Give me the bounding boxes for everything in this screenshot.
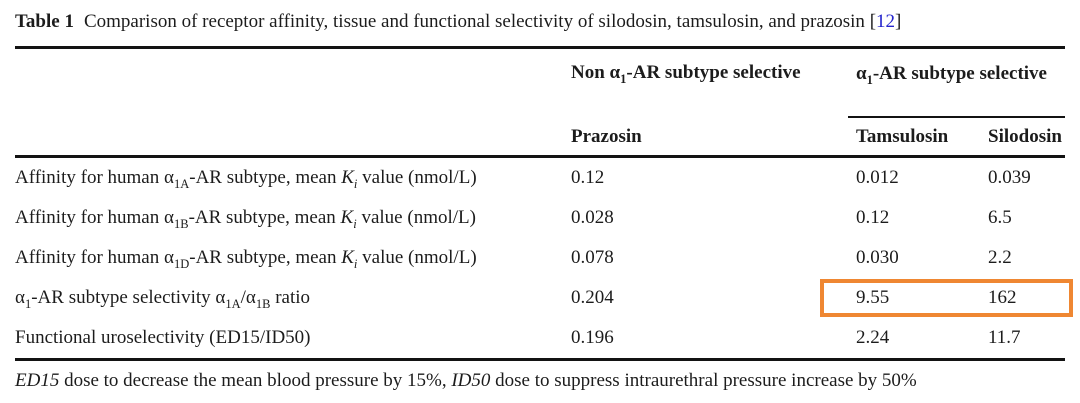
- group-header-selective: α1-AR subtype selective: [848, 49, 1065, 118]
- table-bottom-rule: [15, 358, 1065, 361]
- table-caption-text: Comparison of receptor affinity, tissue …: [83, 11, 865, 32]
- data-table: Non α1-AR subtype selective α1-AR subtyp…: [15, 46, 1065, 358]
- cell-tamsulosin: 0.12: [856, 207, 890, 228]
- cell-silodosin: 0.039: [988, 167, 1031, 188]
- table-row: Affinity for human α1A-AR subtype, mean …: [15, 158, 1065, 198]
- column-header-tamsulosin: Tamsulosin: [856, 125, 949, 147]
- row-label: Functional uroselectivity (ED15/ID50): [15, 327, 311, 348]
- cell-prazosin: 0.204: [571, 287, 614, 308]
- cell-prazosin: 0.12: [571, 167, 605, 188]
- citation-bracket-open: [: [869, 11, 877, 32]
- cell-prazosin: 0.028: [571, 207, 614, 228]
- cell-prazosin: 0.078: [571, 247, 614, 268]
- cell-silodosin: 11.7: [988, 327, 1021, 348]
- group-header-spacer: [15, 49, 565, 118]
- group-header-non-selective: Non α1-AR subtype selective: [571, 62, 801, 86]
- table-footnote: ED15 dose to decrease the mean blood pre…: [15, 370, 917, 391]
- row-label: Affinity for human α1A-AR subtype, mean …: [15, 167, 477, 191]
- table-top-rule: [15, 46, 1065, 49]
- citation-ref[interactable]: [12]: [870, 11, 902, 32]
- citation-bracket-close: ]: [895, 11, 902, 32]
- column-group-header-row: Non α1-AR subtype selective α1-AR subtyp…: [15, 49, 1065, 118]
- cell-prazosin: 0.196: [571, 327, 614, 348]
- cell-tamsulosin: 0.012: [856, 167, 899, 188]
- row-label: α1-AR subtype selectivity α1A/α1B ratio: [15, 287, 311, 311]
- citation-number[interactable]: 12: [876, 11, 896, 32]
- cell-silodosin: 2.2: [988, 247, 1012, 268]
- cell-tamsulosin: 9.55: [856, 287, 890, 308]
- row-label: Affinity for human α1B-AR subtype, mean …: [15, 207, 476, 231]
- table-row: Affinity for human α1D-AR subtype, mean …: [15, 238, 1065, 278]
- table-row: Affinity for human α1B-AR subtype, mean …: [15, 198, 1065, 238]
- drug-header-row: Prazosin Tamsulosin Silodosin: [15, 118, 1065, 155]
- column-header-silodosin: Silodosin: [988, 125, 1062, 147]
- table-caption-label: Table 1: [15, 11, 74, 32]
- table-row: α1-AR subtype selectivity α1A/α1B ratio …: [15, 278, 1065, 318]
- row-label: Affinity for human α1D-AR subtype, mean …: [15, 247, 477, 271]
- cell-silodosin: 162: [988, 287, 1017, 308]
- column-header-prazosin: Prazosin: [571, 125, 642, 147]
- table-row: Functional uroselectivity (ED15/ID50) 0.…: [15, 318, 1065, 358]
- table-caption: Table 1 Comparison of receptor affinity, …: [15, 11, 1070, 33]
- cell-silodosin: 6.5: [988, 207, 1012, 228]
- cell-tamsulosin: 0.030: [856, 247, 899, 268]
- cell-tamsulosin: 2.24: [856, 327, 890, 348]
- table-header-rule: [15, 155, 1065, 158]
